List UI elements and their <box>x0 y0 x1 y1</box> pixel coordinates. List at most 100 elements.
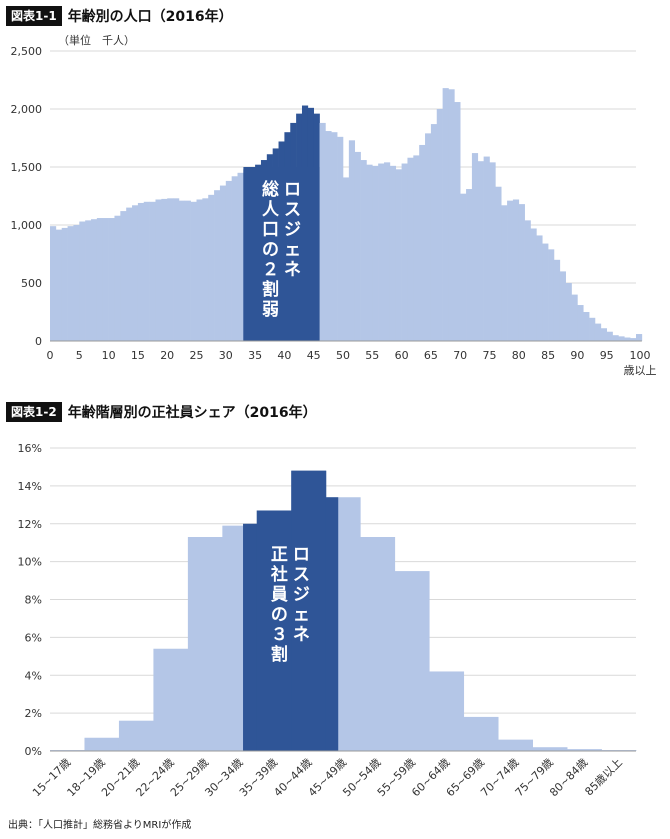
population-bar <box>553 259 561 341</box>
highlight-label-char: 社 <box>270 564 288 585</box>
x-tick-label: 75 <box>483 349 497 362</box>
population-bar <box>624 337 631 341</box>
population-bar <box>173 198 180 341</box>
population-bar <box>589 317 596 341</box>
x-tick-label: 20 <box>160 349 174 362</box>
population-bar <box>348 140 356 341</box>
population-bar <box>167 198 174 341</box>
population-bar <box>178 200 186 341</box>
population-bar <box>612 335 619 341</box>
x-tick-label: 80 <box>512 349 526 362</box>
population-bar <box>577 305 584 341</box>
y-tick-label: 0 <box>35 335 42 348</box>
chart2-tag: 図表1-2 <box>6 402 62 422</box>
y-tick-label: 500 <box>21 277 42 290</box>
population-bar <box>477 161 484 341</box>
highlight-label-char: ェ <box>293 605 310 625</box>
population-bar <box>161 198 168 341</box>
population-bar <box>85 220 92 341</box>
population-bar <box>337 136 344 341</box>
population-bar <box>360 160 367 341</box>
highlight-label-char: 人 <box>262 200 280 220</box>
population-bar <box>454 102 461 341</box>
population-bar <box>518 204 525 341</box>
population-bar <box>126 207 133 341</box>
population-bar <box>149 201 156 341</box>
source-note: 出典：「人口推計」総務省よりMRIが作成 <box>8 820 192 831</box>
population-bar <box>384 162 391 341</box>
population-bar <box>430 124 438 341</box>
population-bar <box>231 176 238 341</box>
population-bar <box>507 200 514 341</box>
population-bar <box>184 200 191 341</box>
x-tick-label: 85 <box>541 349 555 362</box>
highlight-band <box>243 167 320 341</box>
highlight-label-char: 正 <box>271 545 288 565</box>
x-tick-label: 65 <box>424 349 438 362</box>
population-bar <box>501 205 508 341</box>
population-bar <box>102 218 109 341</box>
population-bar <box>67 226 74 341</box>
x-tick-label: 100 <box>630 349 651 362</box>
population-bar <box>419 144 426 341</box>
highlight-label-char: 総 <box>262 179 279 200</box>
population-bar <box>325 131 332 341</box>
x-category-label: 85歳以上 <box>582 756 624 798</box>
highlight-label-char: ネ <box>284 260 301 280</box>
population-bar <box>530 228 537 341</box>
population-bar <box>542 243 549 341</box>
chart2-header: 図表1-2 年齢階層別の正社員シェア（2016年） <box>6 402 317 422</box>
population-bar <box>466 189 473 341</box>
x-category-label: 80~84歳 <box>547 756 590 799</box>
population-bar <box>96 218 104 341</box>
population-bar <box>636 334 643 341</box>
highlight-label-char: 弱 <box>262 300 279 320</box>
y-tick-label: 2,500 <box>11 45 43 58</box>
chart1-tag: 図表1-1 <box>6 6 62 26</box>
population-bar <box>208 194 215 341</box>
share-bar <box>360 537 396 751</box>
share-bar <box>153 648 189 751</box>
population-bar <box>55 229 63 341</box>
highlight-label-char: ３ <box>271 625 288 645</box>
population-bar <box>143 201 150 341</box>
highlight-label-char: の <box>271 605 288 625</box>
share-bar <box>463 716 499 751</box>
population-bar <box>436 109 443 341</box>
population-bar <box>495 186 502 341</box>
population-bar <box>319 122 326 341</box>
population-bar <box>483 156 490 341</box>
population-bar <box>489 162 496 341</box>
highlight-label-char: ェ <box>284 240 301 260</box>
x-tick-label: 25 <box>190 349 204 362</box>
population-bar <box>401 163 408 341</box>
population-bar <box>536 235 543 341</box>
share-bar <box>567 749 602 751</box>
x-tick-label: 5 <box>76 349 83 362</box>
population-bar <box>600 328 607 341</box>
population-bar <box>442 88 449 342</box>
population-bar <box>237 172 244 341</box>
population-bar <box>132 205 139 341</box>
population-bar <box>594 323 602 341</box>
x-tick-label: 40 <box>277 349 291 362</box>
population-bar <box>460 193 467 341</box>
highlight-label-char: 割 <box>271 644 288 665</box>
population-bar <box>50 226 57 341</box>
population-bar <box>225 180 232 341</box>
population-bar <box>524 220 531 341</box>
x-end-label: 歳以上 <box>624 364 657 377</box>
x-tick-label: 10 <box>102 349 116 362</box>
population-bar <box>354 151 361 341</box>
population-bar <box>407 157 414 341</box>
highlight-label-char: の <box>262 240 279 260</box>
population-bar <box>108 218 115 341</box>
x-tick-label: 35 <box>248 349 262 362</box>
share-bar <box>84 737 120 751</box>
population-bar <box>73 225 80 341</box>
population-bar <box>630 338 637 341</box>
x-tick-label: 15 <box>131 349 145 362</box>
population-bar <box>372 165 379 341</box>
population-bar <box>606 331 613 341</box>
highlight-label-char: ロ <box>293 545 310 565</box>
